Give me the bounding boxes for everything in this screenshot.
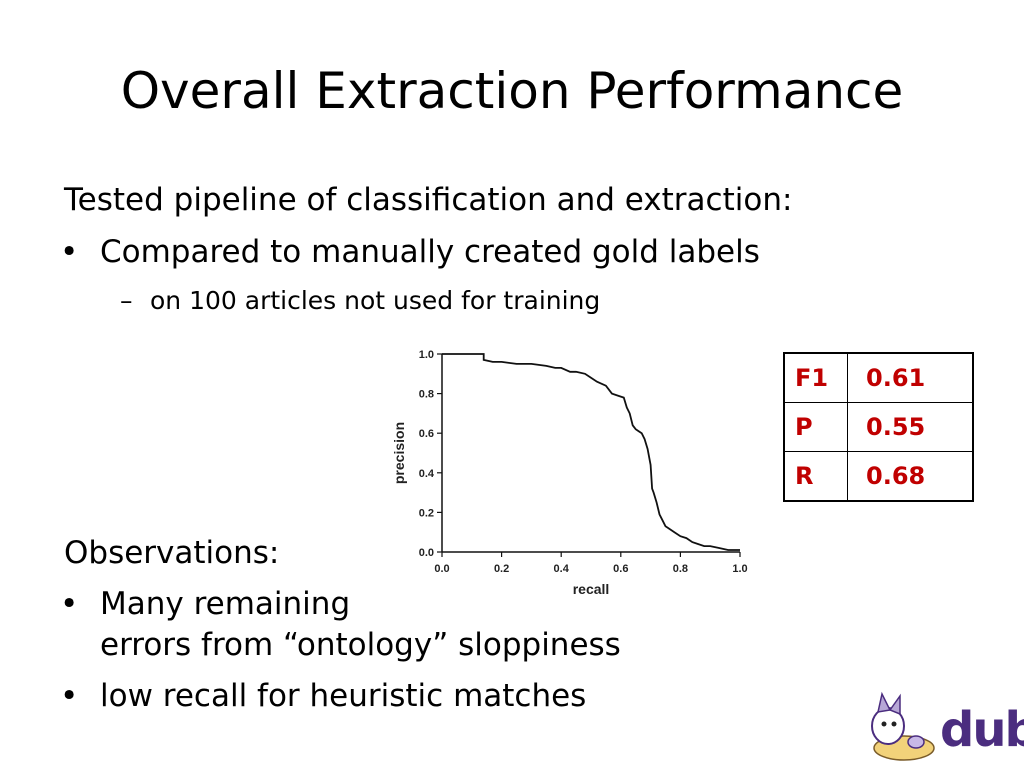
x-tick-label: 0.6 — [613, 563, 628, 575]
bullet-text: Many remaining — [100, 586, 351, 622]
metric-label: R — [783, 451, 848, 502]
metric-value: 0.68 — [847, 451, 974, 502]
bullet-icon: • — [60, 678, 79, 714]
metrics-table: F1 0.61 P 0.55 R 0.68 — [783, 352, 974, 502]
pr-curve-line — [442, 353, 740, 551]
y-tick-label: 0.2 — [419, 507, 434, 519]
chart-axes — [441, 354, 740, 553]
y-tick-label: 0.6 — [419, 428, 434, 440]
x-tick-label: 0.2 — [494, 563, 509, 575]
y-tick-label: 0.0 — [419, 547, 434, 559]
dub-logo-text: dub — [940, 702, 1024, 758]
y-tick-label: 0.4 — [419, 468, 435, 480]
bullet-icon: • — [60, 234, 79, 270]
slide-title: Overall Extraction Performance — [120, 62, 904, 120]
x-tick-label: 0.8 — [673, 563, 688, 575]
bullet-item: • low recall for heuristic matches — [60, 678, 586, 714]
bullet-item: • Many remaining — [60, 586, 350, 622]
y-axis-label: precision — [391, 422, 407, 484]
table-row: F1 0.61 — [783, 352, 974, 403]
sub-bullet-item: – on 100 articles not used for training — [120, 286, 600, 315]
y-tick-label: 1.0 — [419, 349, 434, 361]
bullet-item: • Compared to manually created gold label… — [60, 234, 760, 270]
intro-text: Tested pipeline of classification and ex… — [64, 182, 793, 218]
metric-value: 0.61 — [847, 352, 974, 403]
sub-bullet-text: on 100 articles not used for training — [150, 286, 601, 315]
bullet-text: low recall for heuristic matches — [100, 678, 587, 714]
bullet-text: Compared to manually created gold labels — [100, 234, 760, 270]
metric-value: 0.55 — [847, 402, 974, 452]
x-tick-label: 0.0 — [434, 563, 449, 575]
x-tick-label: 1.0 — [732, 563, 747, 575]
observations-heading: Observations: — [64, 535, 280, 571]
metric-label: P — [783, 402, 848, 452]
chart-ticks: 0.0 0.2 0.4 0.6 0.8 1.0 0.0 0.2 0.4 0.6 0.8 1.0 — [419, 349, 748, 575]
precision-recall-chart: 0.0 0.2 0.4 0.6 0.8 1.0 0.0 0.2 0.4 0.6 0.8 1.0 rec… — [391, 349, 748, 597]
metric-label: F1 — [783, 352, 848, 403]
dash-icon: – — [120, 286, 133, 315]
bullet-continuation: errors from “ontology” sloppiness — [100, 627, 621, 663]
y-tick-label: 0.8 — [419, 389, 434, 401]
table-row: P 0.55 — [783, 402, 974, 452]
x-tick-label: 0.4 — [554, 563, 570, 575]
husky-mascot-icon — [871, 691, 935, 761]
x-axis-label: recall — [573, 581, 610, 597]
table-row: R 0.68 — [783, 451, 974, 502]
bullet-icon: • — [60, 586, 79, 622]
